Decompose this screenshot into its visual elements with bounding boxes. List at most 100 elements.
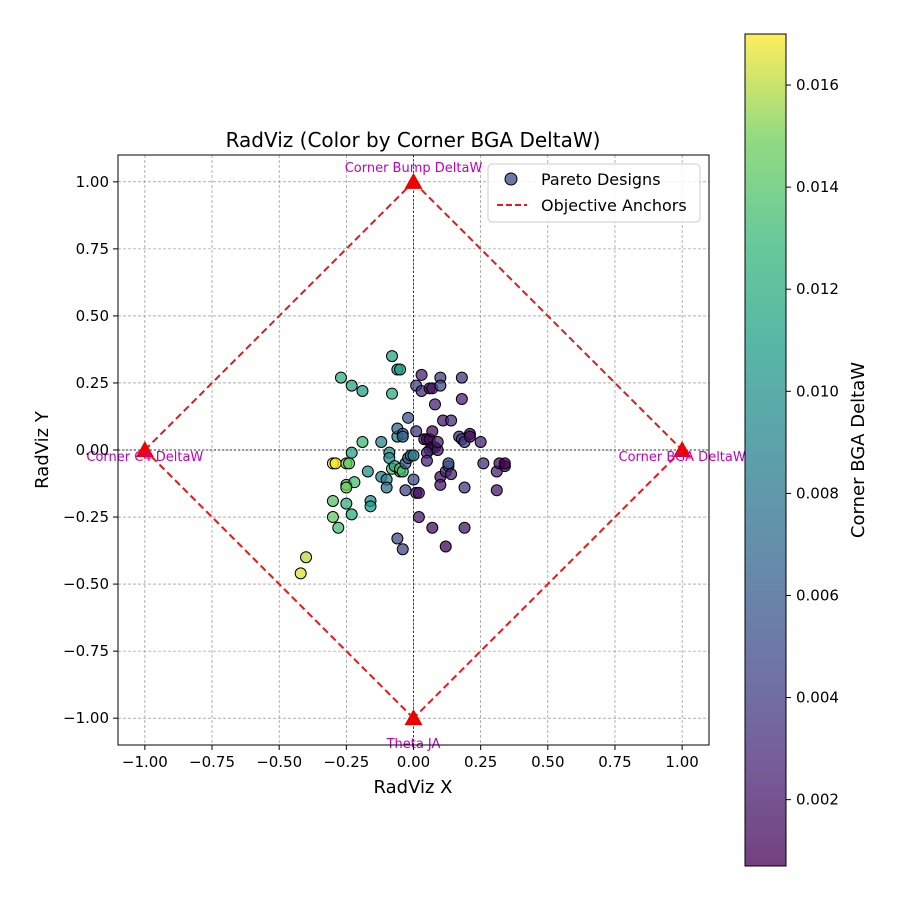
scatter-point [345,446,358,459]
colorbar-tick-label: 0.004 [796,689,839,707]
colorbar-tick-label: 0.012 [796,280,839,298]
scatter-point [294,567,307,580]
x-tick-label: −0.75 [189,753,235,771]
scatter-point [402,411,415,424]
scatter-point [326,494,339,507]
scatter-point [474,435,487,448]
y-tick-label: 0.50 [76,307,109,325]
scatter-points [294,350,511,580]
scatter-point [490,484,503,497]
legend-point-marker [504,172,518,186]
scatter-point [364,500,377,513]
scatter-point [445,468,458,481]
y-tick-label: −0.50 [63,575,109,593]
anchor-marker [135,441,154,457]
scatter-point [361,465,374,478]
scatter-point [394,363,407,376]
colorbar-tick-label: 0.002 [796,791,839,809]
scatter-point [407,473,420,486]
scatter-point [340,481,353,494]
x-axis-label: RadViz X [374,777,453,798]
y-tick-label: −1.00 [63,709,109,727]
scatter-point [420,454,433,467]
x-tick-label: −0.25 [323,753,369,771]
scatter-point [300,551,313,564]
scatter-point [498,457,511,470]
scatter-point [356,435,369,448]
scatter-point [380,481,393,494]
scatter-point [434,379,447,392]
scatter-point [340,497,353,510]
scatter-point [463,430,476,443]
colorbar-frame [744,33,787,867]
anchor-marker [673,441,692,457]
scatter-point [345,379,358,392]
y-tick-label: −0.75 [63,642,109,660]
scatter-point [343,457,356,470]
anchor-edge [412,449,683,719]
anchor-edge [144,449,415,719]
colorbar: 0.002 0.004 0.006 0.008 0.010 0.012 0.014 0.016… [744,33,869,867]
anchor-edge [144,181,415,451]
scatter-point [426,521,439,534]
colorbar-tick-label: 0.008 [796,484,839,502]
scatter-point [415,368,428,381]
scatter-point [458,521,471,534]
anchor-label: Corner Bump DeltaW [345,161,483,176]
scatter-point [434,478,447,491]
scatter-point [334,371,347,384]
x-axis-ticks: −1.00 −0.75 −0.50 −0.25 0.00 0.25 0.50 0.75 1.00 [122,745,699,771]
colorbar-tick-label: 0.014 [796,178,839,196]
scatter-point [477,457,490,470]
scatter-point [455,371,468,384]
y-tick-label: −0.25 [63,508,109,526]
chart-title: RadViz (Color by Corner BGA DeltaW) [226,128,601,152]
legend-box [487,163,701,223]
colorbar-tick-label: 0.016 [796,76,839,94]
scatter-point [375,435,388,448]
anchor-marker [404,709,423,726]
colorbar-tick-label: 0.006 [796,586,839,604]
anchor-marker [404,172,423,189]
scatter-point [426,425,439,438]
scatter-point [391,532,404,545]
colorbar-ticks: 0.002 0.004 0.006 0.008 0.010 0.012 0.014 0.016 [786,76,839,809]
scatter-point [386,387,399,400]
y-tick-label: 0.75 [76,240,109,258]
scatter-point [428,398,441,411]
scatter-point [396,543,409,556]
anchor-label: Corner BGA DeltaW [619,450,746,465]
anchor-markers [135,172,692,726]
legend-entry-anchors: Objective Anchors [541,196,687,215]
scatter-point [412,511,425,524]
anchor-label: Corner C4 DeltaW [86,450,203,465]
scatter-point [442,457,455,470]
y-axis-ticks: 1.00 0.75 0.50 0.25 0.00 −0.25 −0.50 −0.75 −1.00 [63,173,118,727]
x-tick-label: −1.00 [122,753,168,771]
scatter-point [410,425,423,438]
scatter-point [396,430,409,443]
scatter-point [445,414,458,427]
scatter-point [455,393,468,406]
scatter-point [386,350,399,363]
scatter-point [326,511,339,524]
colorbar-tick-label: 0.010 [796,382,839,400]
x-tick-label: −0.50 [256,753,302,771]
anchor-polygon [144,181,683,719]
scatter-point [439,540,452,553]
x-tick-label: 0.75 [598,753,631,771]
y-tick-label: 0.25 [76,374,109,392]
x-tick-label: 0.00 [397,753,430,771]
y-axis-label: RadViz Y [32,410,53,489]
scatter-point [399,484,412,497]
zero-lines [118,155,709,745]
colorbar-gradient [745,34,786,866]
x-tick-label: 1.00 [665,753,698,771]
x-tick-label: 0.50 [531,753,564,771]
anchor-edge [412,181,683,451]
scatter-point [431,435,444,448]
scatter-point [345,508,358,521]
